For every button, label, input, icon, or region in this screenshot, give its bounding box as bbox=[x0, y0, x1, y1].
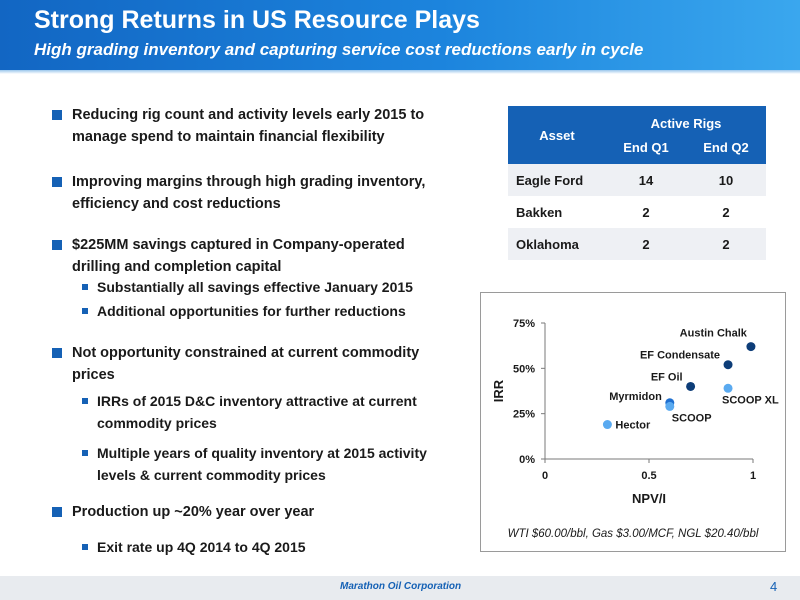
bullet-line: Production up ~20% year over year bbox=[72, 504, 315, 520]
bullet-line: prices bbox=[72, 367, 115, 383]
bullet-line: $225MM savings captured in Company-opera… bbox=[72, 237, 405, 253]
point-label: Myrmidon bbox=[609, 391, 662, 403]
point-label: SCOOP XL bbox=[722, 394, 779, 406]
slide-subtitle: High grading inventory and capturing ser… bbox=[34, 40, 644, 59]
bullet-line: drilling and completion capital bbox=[72, 259, 282, 275]
table-row: Bakken 2 2 bbox=[508, 196, 766, 228]
sub-bullet-square-icon bbox=[82, 284, 88, 290]
q2-cell: 10 bbox=[686, 164, 766, 196]
y-tick-label: 25% bbox=[513, 409, 535, 421]
bullet-square-icon bbox=[52, 348, 62, 358]
bullet-savings: $225MM savings captured in Company-opera… bbox=[52, 234, 457, 278]
y-axis-label: IRR bbox=[491, 379, 506, 402]
bullet-square-icon bbox=[52, 110, 62, 120]
table-row: Oklahoma 2 2 bbox=[508, 228, 766, 260]
x-tick-label: 0.5 bbox=[641, 470, 656, 482]
slide-title: Strong Returns in US Resource Plays bbox=[34, 6, 480, 34]
sub-bullet-square-icon bbox=[82, 308, 88, 314]
scatter-point bbox=[723, 360, 733, 370]
footer-brand: Marathon Oil Corporation bbox=[340, 581, 462, 592]
point-label: EF Oil bbox=[651, 371, 683, 383]
bullet-line: Additional opportunities for further red… bbox=[97, 303, 406, 319]
sub-bullet-square-icon bbox=[82, 398, 88, 404]
table-header-row: Asset Active Rigs bbox=[508, 106, 766, 164]
end-q2-header: End Q2 bbox=[686, 135, 766, 164]
bullet-line: IRRs of 2015 D&C inventory attractive at… bbox=[97, 393, 417, 409]
y-tick-label: 0% bbox=[519, 454, 535, 466]
q2-cell: 2 bbox=[686, 228, 766, 260]
bullet-line: commodity prices bbox=[97, 415, 217, 431]
sub-bullet-inventory-years: Multiple years of quality inventory at 2… bbox=[82, 442, 457, 486]
bullet-square-icon bbox=[52, 507, 62, 517]
asset-cell: Bakken bbox=[516, 204, 563, 220]
asset-cell: Eagle Ford bbox=[508, 164, 606, 196]
title-banner: Strong Returns in US Resource Plays High… bbox=[0, 0, 800, 74]
bullet-line: Improving margins through high grading i… bbox=[72, 174, 426, 190]
x-axis-label: NPV/I bbox=[632, 491, 666, 506]
footer-bar: Marathon Oil Corporation 4 bbox=[0, 576, 800, 600]
bullet-square-icon bbox=[52, 177, 62, 187]
irr-npv-scatter-chart: 0% 25% 50% 75% 0 0.5 1 Austin Chalk EF Condens… bbox=[491, 318, 779, 506]
table-row: Eagle Ford 14 10 bbox=[508, 164, 766, 196]
sub-bullet-irrs: IRRs of 2015 D&C inventory attractive at… bbox=[82, 390, 457, 434]
bullet-line: Not opportunity constrained at current c… bbox=[72, 345, 420, 361]
active-rigs-header: Active Rigs bbox=[606, 106, 766, 135]
point-label: EF Condensate bbox=[640, 350, 720, 362]
scatter-point bbox=[602, 420, 612, 430]
q1-cell: 2 bbox=[606, 228, 686, 260]
y-tick-label: 50% bbox=[513, 363, 535, 375]
bullet-line: efficiency and cost reductions bbox=[72, 196, 281, 212]
asset-header: Asset bbox=[508, 106, 606, 164]
bullet-margins: Improving margins through high grading i… bbox=[52, 171, 457, 215]
bullet-line: Multiple years of quality inventory at 2… bbox=[97, 445, 427, 461]
active-rigs-table: Asset Active Rigs End Q1 End Q2 Eagle Fo… bbox=[508, 106, 766, 260]
q1-cell: 14 bbox=[606, 164, 686, 196]
point-label: Austin Chalk bbox=[680, 328, 748, 340]
sub-bullet-square-icon bbox=[82, 450, 88, 456]
bullet-line: Exit rate up 4Q 2014 to 4Q 2015 bbox=[97, 539, 306, 555]
bullet-not-constrained: Not opportunity constrained at current c… bbox=[52, 342, 457, 386]
q2-cell: 2 bbox=[722, 204, 730, 220]
bullet-line: levels & current commodity prices bbox=[97, 467, 326, 483]
y-tick-label: 75% bbox=[513, 318, 535, 330]
chart-footnote: WTI $60.00/bbl, Gas $3.00/MCF, NGL $20.4… bbox=[507, 528, 759, 540]
bullet-rig-count: Reducing rig count and activity levels e… bbox=[52, 104, 457, 148]
end-q1-header: End Q1 bbox=[606, 135, 686, 164]
point-label: Hector bbox=[615, 420, 651, 432]
bullet-line: manage spend to maintain financial flexi… bbox=[72, 129, 385, 145]
asset-cell: Oklahoma bbox=[508, 228, 606, 260]
bullet-production: Production up ~20% year over year bbox=[52, 501, 457, 523]
page-number: 4 bbox=[770, 579, 778, 594]
bullet-square-icon bbox=[52, 240, 62, 250]
sub-bullet-further-reductions: Additional opportunities for further red… bbox=[82, 300, 457, 322]
point-label: SCOOP bbox=[672, 412, 712, 424]
sub-bullet-exit-rate: Exit rate up 4Q 2014 to 4Q 2015 bbox=[82, 536, 457, 558]
bullet-line: Reducing rig count and activity levels e… bbox=[72, 107, 425, 123]
bullet-line: Substantially all savings effective Janu… bbox=[97, 279, 413, 295]
x-tick-label: 1 bbox=[750, 470, 756, 482]
x-tick-label: 0 bbox=[542, 470, 548, 482]
scatter-point bbox=[746, 342, 756, 352]
sub-bullet-savings-effective: Substantially all savings effective Janu… bbox=[82, 276, 457, 298]
table-subheader-row: End Q1 End Q2 bbox=[508, 135, 766, 164]
scatter-point bbox=[665, 401, 675, 411]
q1-cell: 2 bbox=[642, 204, 650, 220]
irr-npv-chart-panel: 0% 25% 50% 75% 0 0.5 1 Austin Chalk EF Condens… bbox=[480, 292, 786, 552]
sub-bullet-square-icon bbox=[82, 544, 88, 550]
scatter-point bbox=[723, 383, 733, 393]
scatter-point bbox=[686, 381, 696, 391]
